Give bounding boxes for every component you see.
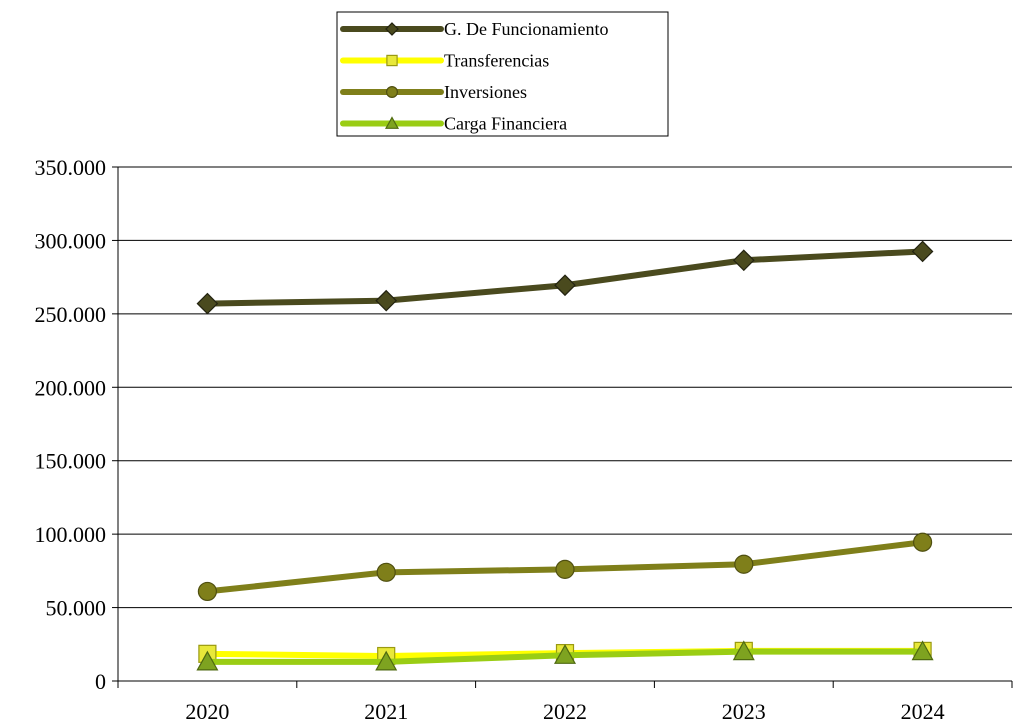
axes — [117, 167, 1012, 682]
point-triangle — [911, 640, 934, 661]
x-tick-label: 2024 — [901, 699, 945, 722]
legend-label: G. De Funcionamiento — [444, 19, 608, 39]
legend-label: Carga Financiera — [444, 114, 567, 134]
point-circle — [197, 581, 217, 602]
legend-label: Transferencias — [444, 51, 549, 71]
x-tick-label: 2020 — [185, 699, 229, 722]
point-diamond — [554, 274, 576, 297]
gridlines — [118, 166, 1012, 609]
legend-item: Inversiones — [340, 82, 527, 102]
series-inversiones — [197, 532, 933, 602]
legend-item: Carga Financiera — [340, 114, 567, 134]
series-g-de-funcionamiento — [196, 240, 934, 315]
point-triangle — [553, 644, 577, 664]
y-tick-label: 350.000 — [35, 155, 107, 180]
point-circle — [912, 532, 933, 552]
point-diamond — [732, 249, 755, 272]
point-circle — [376, 562, 396, 582]
x-tick-label: 2021 — [364, 699, 408, 722]
series-group — [196, 240, 934, 671]
y-tick-label: 250.000 — [35, 302, 107, 327]
x-tick-label: 2022 — [543, 699, 587, 722]
legend: G. De Funcionamiento Transferencias Invers… — [336, 11, 669, 137]
point-circle — [555, 559, 575, 579]
point-square — [386, 54, 398, 67]
point-diamond — [385, 22, 399, 36]
y-tick-label: 0 — [95, 669, 106, 694]
point-triangle — [732, 640, 755, 661]
x-axis-ticks: 2020 2021 2022 2023 2024 — [117, 681, 1013, 722]
x-tick-label: 2023 — [722, 699, 766, 722]
y-tick-label: 150.000 — [35, 449, 107, 474]
y-tick-label: 100.000 — [35, 522, 107, 547]
y-tick-label: 50.000 — [46, 596, 107, 621]
point-diamond — [196, 292, 219, 315]
point-triangle — [384, 116, 400, 129]
legend-item: Transferencias — [340, 51, 549, 71]
point-triangle — [196, 650, 219, 671]
y-axis-ticks: 0 50.000 100.000 150.000 200.000 250.000 300.0… — [35, 155, 118, 694]
y-tick-label: 200.000 — [35, 375, 107, 400]
point-diamond — [911, 240, 934, 263]
series-carga-financiera — [196, 640, 934, 671]
point-diamond — [375, 289, 398, 312]
point-circle — [386, 85, 399, 98]
y-tick-label: 300.000 — [35, 228, 107, 253]
point-triangle — [375, 650, 398, 671]
point-circle — [734, 554, 754, 574]
legend-item: G. De Funcionamiento — [340, 19, 608, 39]
legend-label: Inversiones — [444, 82, 527, 102]
